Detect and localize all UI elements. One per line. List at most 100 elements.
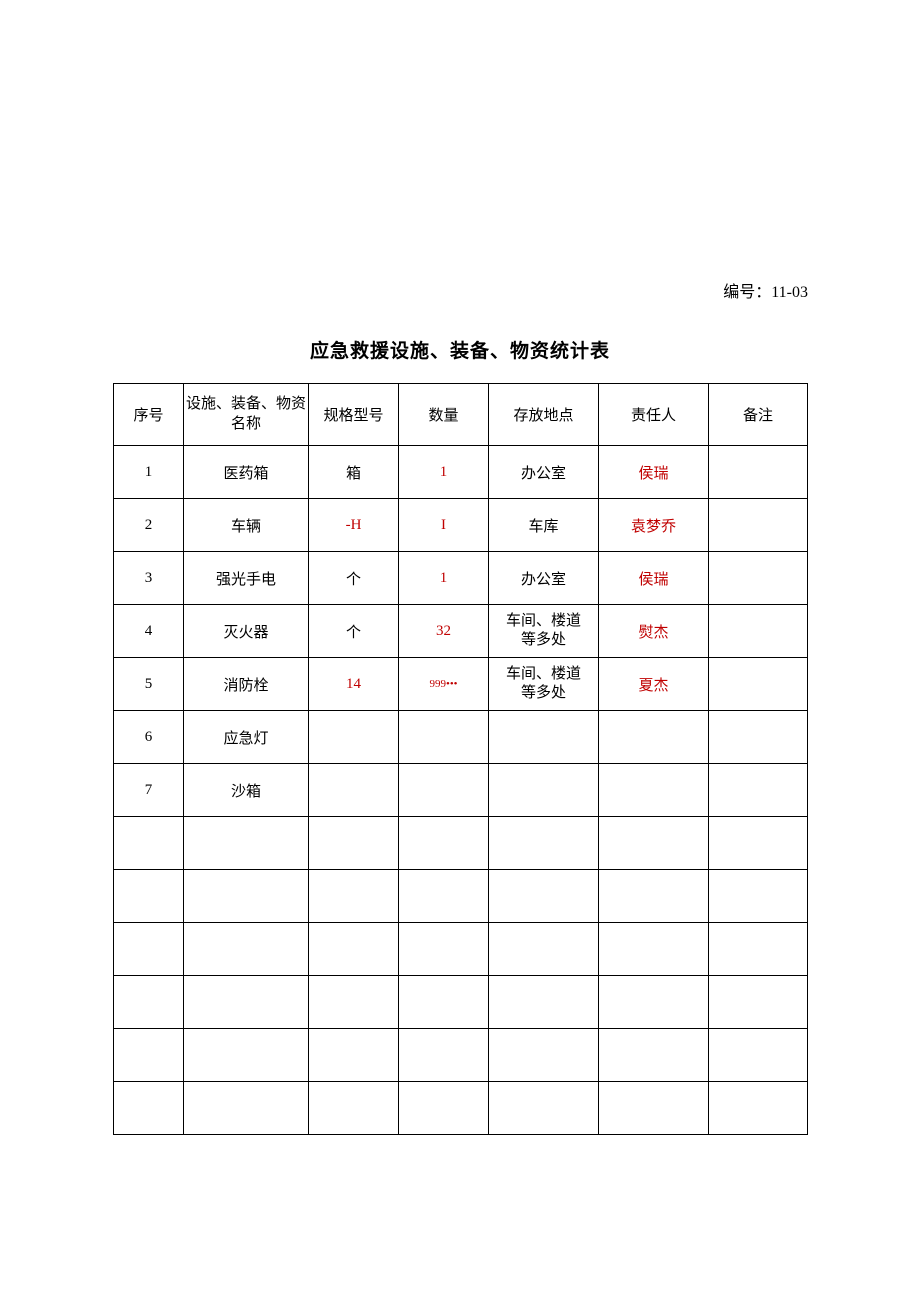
cell-spec bbox=[309, 1082, 399, 1135]
cell-person bbox=[599, 870, 709, 923]
cell-person: 袁梦乔 bbox=[599, 499, 709, 552]
header-name: 设施、装备、物资名称 bbox=[184, 384, 309, 446]
table-row bbox=[114, 1029, 808, 1082]
table-row: 3强光手电个1办公室侯瑞 bbox=[114, 552, 808, 605]
cell-note bbox=[709, 552, 808, 605]
header-spec: 规格型号 bbox=[309, 384, 399, 446]
cell-loc: 车库 bbox=[489, 499, 599, 552]
cell-person bbox=[599, 711, 709, 764]
table-row bbox=[114, 870, 808, 923]
cell-spec bbox=[309, 764, 399, 817]
table-row: 1医药箱箱1办公室侯瑞 bbox=[114, 446, 808, 499]
cell-qty bbox=[399, 817, 489, 870]
cell-person: 侯瑞 bbox=[599, 552, 709, 605]
cell-note bbox=[709, 605, 808, 658]
equipment-table: 序号 设施、装备、物资名称 规格型号 数量 存放地点 责任人 备注 1医药箱箱1… bbox=[113, 383, 808, 1135]
table-row: 5消防栓14999•••车间、楼道等多处夏杰 bbox=[114, 658, 808, 711]
cell-name bbox=[184, 1029, 309, 1082]
cell-seq: 5 bbox=[114, 658, 184, 711]
cell-loc: 办公室 bbox=[489, 446, 599, 499]
cell-name: 灭火器 bbox=[184, 605, 309, 658]
cell-spec bbox=[309, 870, 399, 923]
cell-spec: 箱 bbox=[309, 446, 399, 499]
cell-loc bbox=[489, 976, 599, 1029]
cell-qty bbox=[399, 1082, 489, 1135]
cell-spec: 个 bbox=[309, 552, 399, 605]
cell-person: 熨杰 bbox=[599, 605, 709, 658]
cell-person: 夏杰 bbox=[599, 658, 709, 711]
cell-person bbox=[599, 764, 709, 817]
cell-note bbox=[709, 764, 808, 817]
cell-seq bbox=[114, 1082, 184, 1135]
cell-spec bbox=[309, 817, 399, 870]
cell-note bbox=[709, 499, 808, 552]
cell-name bbox=[184, 1082, 309, 1135]
cell-note bbox=[709, 1082, 808, 1135]
cell-spec bbox=[309, 1029, 399, 1082]
header-qty: 数量 bbox=[399, 384, 489, 446]
cell-note bbox=[709, 923, 808, 976]
cell-name bbox=[184, 923, 309, 976]
table-row bbox=[114, 976, 808, 1029]
cell-note bbox=[709, 658, 808, 711]
doc-number-label: 编号： bbox=[723, 284, 771, 301]
cell-spec bbox=[309, 711, 399, 764]
cell-spec: -H bbox=[309, 499, 399, 552]
cell-note bbox=[709, 976, 808, 1029]
cell-name: 强光手电 bbox=[184, 552, 309, 605]
cell-person bbox=[599, 1082, 709, 1135]
header-person: 责任人 bbox=[599, 384, 709, 446]
cell-qty bbox=[399, 923, 489, 976]
table-row: 6应急灯 bbox=[114, 711, 808, 764]
cell-loc: 办公室 bbox=[489, 552, 599, 605]
cell-seq: 7 bbox=[114, 764, 184, 817]
cell-name: 车辆 bbox=[184, 499, 309, 552]
main-table-container: 序号 设施、装备、物资名称 规格型号 数量 存放地点 责任人 备注 1医药箱箱1… bbox=[113, 383, 807, 1135]
cell-person bbox=[599, 923, 709, 976]
doc-number-value: 11-03 bbox=[771, 284, 808, 301]
table-row bbox=[114, 923, 808, 976]
cell-person bbox=[599, 976, 709, 1029]
cell-name: 医药箱 bbox=[184, 446, 309, 499]
cell-qty bbox=[399, 764, 489, 817]
cell-seq: 3 bbox=[114, 552, 184, 605]
cell-seq: 2 bbox=[114, 499, 184, 552]
cell-spec: 14 bbox=[309, 658, 399, 711]
cell-qty: 999••• bbox=[399, 658, 489, 711]
cell-note bbox=[709, 446, 808, 499]
cell-seq bbox=[114, 870, 184, 923]
header-note: 备注 bbox=[709, 384, 808, 446]
cell-note bbox=[709, 817, 808, 870]
cell-qty bbox=[399, 711, 489, 764]
cell-qty: 1 bbox=[399, 446, 489, 499]
cell-loc: 车间、楼道等多处 bbox=[489, 605, 599, 658]
cell-person bbox=[599, 817, 709, 870]
cell-note bbox=[709, 1029, 808, 1082]
cell-person bbox=[599, 1029, 709, 1082]
cell-person: 侯瑞 bbox=[599, 446, 709, 499]
cell-spec bbox=[309, 923, 399, 976]
page-title: 应急救援设施、装备、物资统计表 bbox=[0, 336, 920, 363]
cell-name bbox=[184, 817, 309, 870]
cell-name: 沙箱 bbox=[184, 764, 309, 817]
cell-seq bbox=[114, 817, 184, 870]
cell-name bbox=[184, 870, 309, 923]
table-row bbox=[114, 1082, 808, 1135]
table-row: 4灭火器个32车间、楼道等多处熨杰 bbox=[114, 605, 808, 658]
table-row: 7沙箱 bbox=[114, 764, 808, 817]
cell-seq: 4 bbox=[114, 605, 184, 658]
table-row: 2车辆-HI车库袁梦乔 bbox=[114, 499, 808, 552]
cell-qty: I bbox=[399, 499, 489, 552]
cell-qty: 1 bbox=[399, 552, 489, 605]
cell-note bbox=[709, 711, 808, 764]
cell-loc bbox=[489, 923, 599, 976]
table-body: 1医药箱箱1办公室侯瑞2车辆-HI车库袁梦乔3强光手电个1办公室侯瑞4灭火器个3… bbox=[114, 446, 808, 1135]
cell-name: 消防栓 bbox=[184, 658, 309, 711]
cell-loc bbox=[489, 817, 599, 870]
document-number: 编号：11-03 bbox=[723, 278, 808, 302]
cell-loc bbox=[489, 870, 599, 923]
cell-qty bbox=[399, 976, 489, 1029]
cell-spec: 个 bbox=[309, 605, 399, 658]
cell-spec bbox=[309, 976, 399, 1029]
cell-seq bbox=[114, 923, 184, 976]
